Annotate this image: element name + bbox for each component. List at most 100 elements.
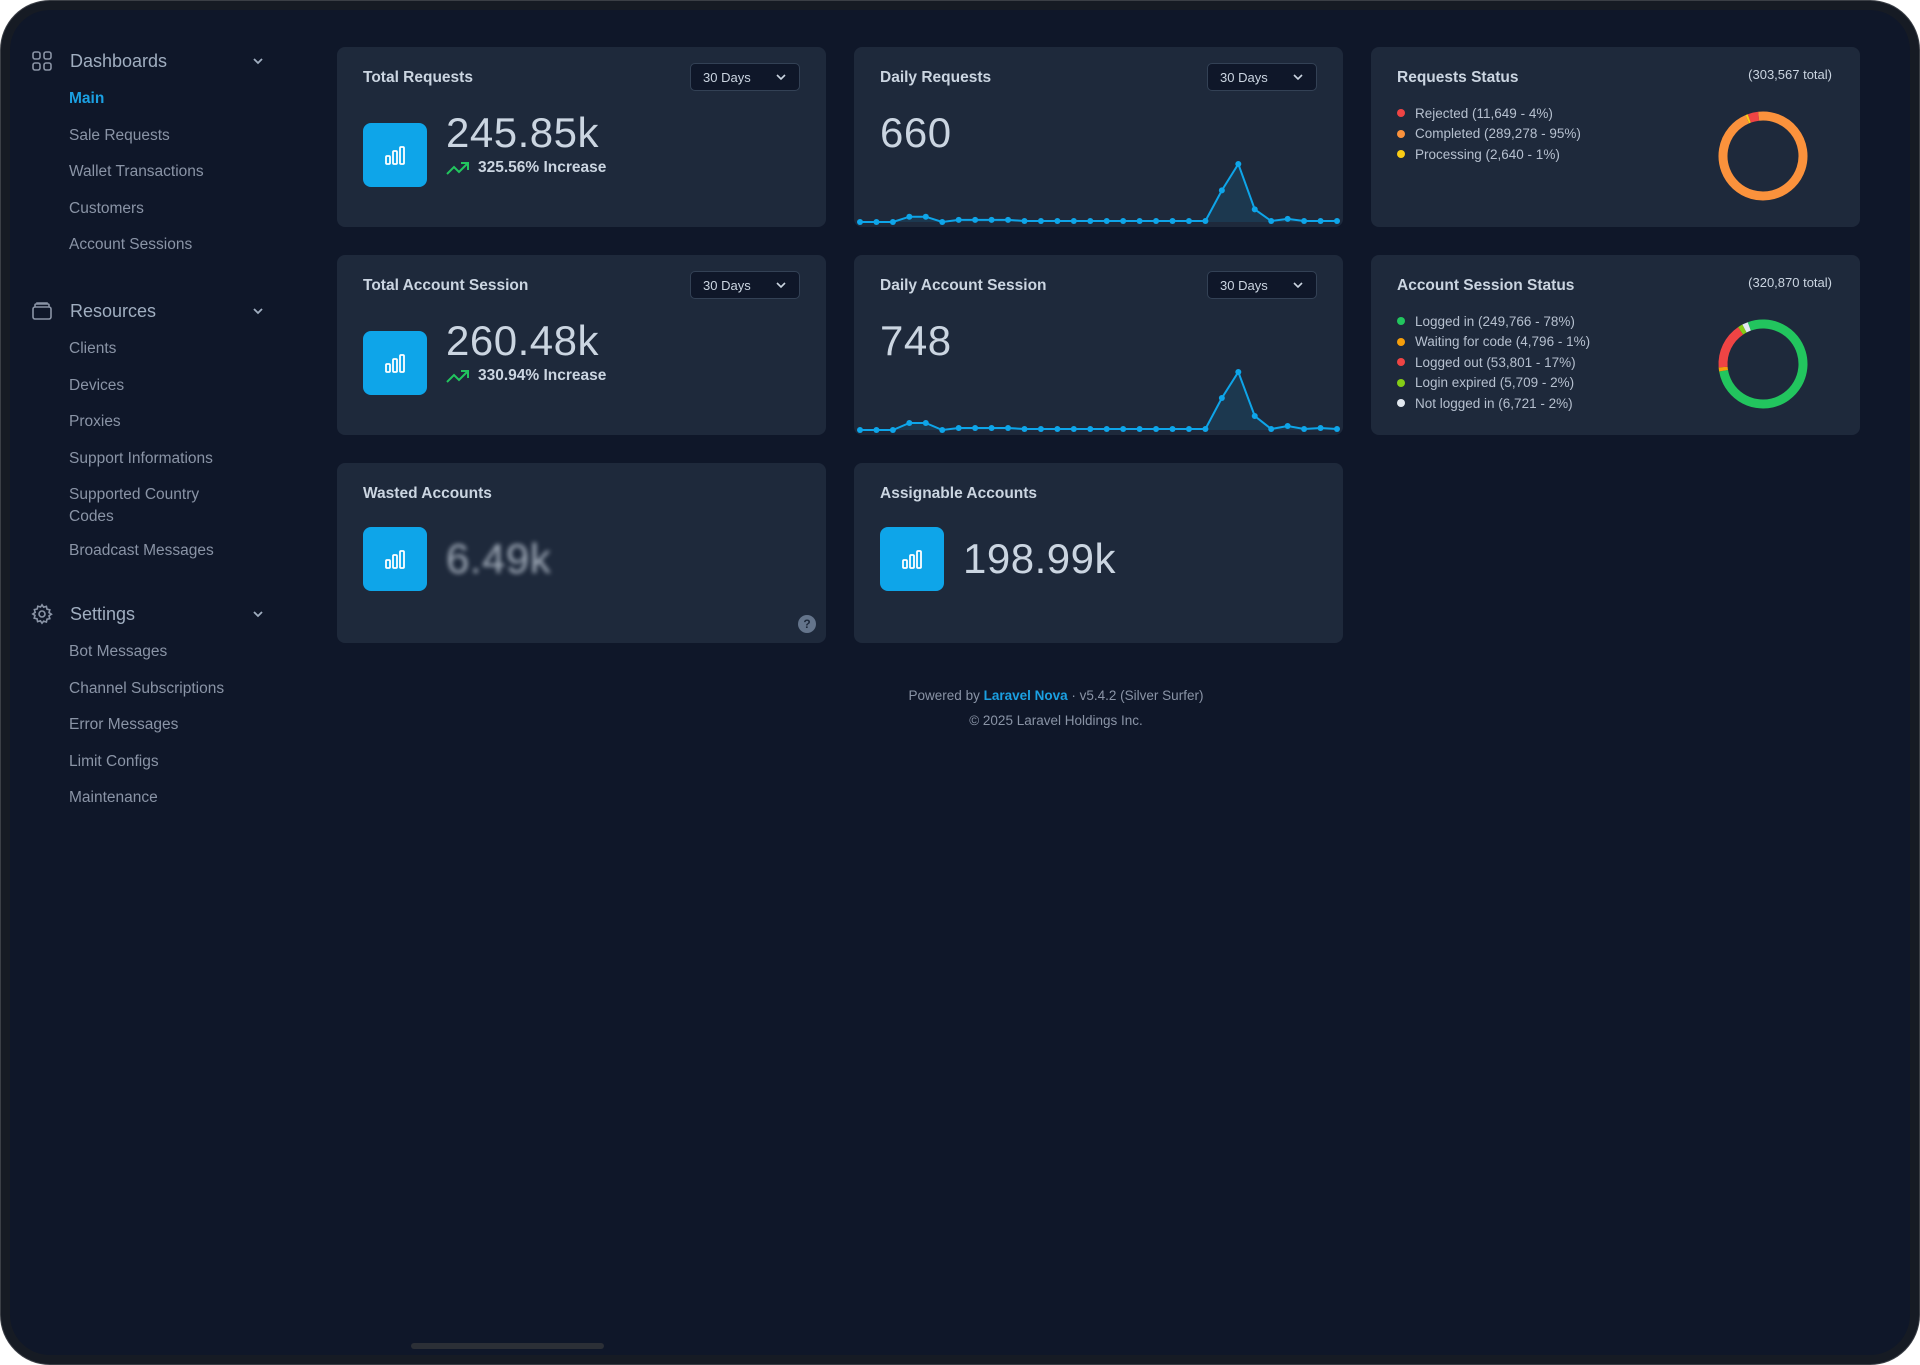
daily-account-session-point[interactable] [1284, 423, 1291, 429]
sidebar-item-account-sessions[interactable]: Account Sessions [69, 236, 193, 253]
daily-requests-point[interactable] [889, 219, 896, 225]
sidebar-header-settings[interactable]: Settings [30, 596, 280, 632]
daily-account-session-point[interactable] [939, 427, 946, 433]
daily-requests-point[interactable] [1136, 217, 1143, 224]
question-circle-icon[interactable]: ? [798, 615, 816, 633]
daily-requests-point[interactable] [1185, 217, 1192, 224]
daily-requests-point[interactable] [1005, 216, 1012, 223]
daily-requests-point[interactable] [922, 213, 929, 220]
daily-requests-point[interactable] [1218, 187, 1225, 194]
account-session-status-slice[interactable] [1719, 319, 1808, 409]
daily-account-session-point[interactable] [922, 420, 929, 426]
daily-account-session-point[interactable] [1251, 413, 1258, 419]
daily-requests-point[interactable] [1317, 217, 1324, 224]
daily-account-session-point[interactable] [1218, 395, 1225, 401]
daily-account-session-point[interactable] [1136, 426, 1143, 432]
legend-label: Logged in (249,766 - 78%) [1415, 313, 1575, 329]
chevron-down-icon[interactable] [248, 604, 268, 624]
daily-requests-point[interactable] [988, 216, 995, 223]
daily-account-session-point[interactable] [1334, 426, 1340, 432]
sidebar-header-dashboards[interactable]: Dashboards [30, 43, 280, 79]
daily-requests-point[interactable] [1070, 217, 1077, 224]
daily-requests-point[interactable] [1334, 217, 1340, 224]
daily-account-session-point[interactable] [1268, 426, 1275, 432]
laravel-nova-link[interactable]: Laravel Nova [983, 688, 1068, 703]
account-session-status-slice[interactable] [1738, 324, 1747, 335]
daily-account-session-point[interactable] [955, 425, 962, 431]
requests-status-slice[interactable] [1745, 114, 1751, 124]
daily-account-session-point[interactable] [1005, 425, 1012, 431]
trend-text: 330.94% Increase [478, 367, 607, 384]
app-window: Dashboards Main Sale Requests Wallet Tra… [10, 10, 1910, 1355]
metric-value: 260.48k [446, 317, 599, 364]
sidebar-item-support-informations[interactable]: Support Informations [69, 449, 213, 467]
daily-account-session-point[interactable] [1037, 426, 1044, 432]
sidebar-item-sale-requests[interactable]: Sale Requests [69, 126, 170, 144]
sidebar-item-error-messages[interactable]: Error Messages [69, 716, 179, 733]
daily-requests-point[interactable] [906, 213, 913, 220]
range-select[interactable]: 30 Days [690, 63, 800, 91]
daily-account-session-point[interactable] [1235, 369, 1242, 375]
sidebar-item-supported-country-codes[interactable]: Supported Country Codes [69, 486, 200, 525]
daily-requests-point[interactable] [1284, 215, 1291, 222]
daily-requests-point[interactable] [1087, 217, 1094, 224]
daily-account-session-point[interactable] [1070, 426, 1077, 432]
chevron-down-icon[interactable] [248, 301, 268, 321]
daily-account-session-point[interactable] [1301, 426, 1308, 432]
daily-account-session-point[interactable] [1120, 426, 1127, 432]
daily-requests-point[interactable] [1268, 217, 1275, 224]
sidebar-item-main[interactable]: Main [69, 90, 105, 107]
daily-requests-point[interactable] [1054, 217, 1061, 224]
range-select[interactable]: 30 Days [690, 271, 800, 299]
daily-requests-point[interactable] [873, 219, 880, 225]
daily-account-session-point[interactable] [972, 425, 979, 431]
daily-account-session-point[interactable] [988, 425, 995, 431]
sidebar-item-limit-configs[interactable]: Limit Configs [69, 752, 159, 770]
chevron-down-icon [1293, 74, 1303, 81]
daily-account-session-point[interactable] [1169, 426, 1176, 432]
daily-requests-point[interactable] [857, 219, 863, 225]
daily-requests-point[interactable] [1235, 161, 1242, 167]
sidebar-item-customers[interactable]: Customers [69, 199, 144, 217]
daily-account-session-point[interactable] [1202, 426, 1209, 432]
daily-requests-point[interactable] [972, 216, 979, 223]
daily-account-session-point[interactable] [1087, 426, 1094, 432]
daily-account-session-point[interactable] [1185, 426, 1192, 432]
sidebar-item-wallet-transactions[interactable]: Wallet Transactions [69, 163, 204, 180]
chevron-down-icon[interactable] [248, 51, 268, 71]
daily-requests-point[interactable] [939, 219, 946, 225]
sidebar-item-proxies[interactable]: Proxies [69, 413, 121, 430]
daily-requests-point[interactable] [1153, 217, 1160, 224]
daily-requests-point[interactable] [1120, 217, 1127, 224]
daily-requests-point[interactable] [1169, 217, 1176, 224]
daily-account-session-point[interactable] [857, 427, 863, 433]
sidebar-item-clients[interactable]: Clients [69, 340, 117, 357]
range-select[interactable]: 30 Days [1207, 63, 1317, 91]
daily-account-session-point[interactable] [1021, 426, 1028, 432]
daily-account-session-point[interactable] [873, 427, 880, 433]
daily-account-session-point[interactable] [1103, 426, 1110, 432]
requests-status-slice[interactable] [1747, 111, 1760, 123]
daily-account-session-point[interactable] [889, 427, 896, 433]
sidebar-item-broadcast-messages[interactable]: Broadcast Messages [69, 542, 214, 559]
daily-account-session-point[interactable] [906, 420, 913, 426]
daily-requests-point[interactable] [1037, 217, 1044, 224]
daily-requests-point[interactable] [1301, 217, 1308, 224]
sidebar-header-resources[interactable]: Resources [30, 293, 280, 329]
daily-account-session-point[interactable] [1054, 426, 1061, 432]
account-session-status-slice[interactable] [1718, 327, 1744, 368]
sidebar-item-devices[interactable]: Devices [69, 376, 125, 394]
daily-requests-point[interactable] [1103, 217, 1110, 224]
daily-account-session-point[interactable] [1153, 426, 1160, 432]
daily-requests-point[interactable] [955, 216, 962, 223]
daily-requests-point[interactable] [1202, 217, 1209, 224]
account-session-status-slice[interactable] [1742, 322, 1751, 333]
sidebar-item-channel-subscriptions[interactable]: Channel Subscriptions [69, 679, 225, 697]
requests-status-slice[interactable] [1718, 111, 1808, 201]
daily-requests-point[interactable] [1251, 206, 1258, 213]
sidebar-item-maintenance[interactable]: Maintenance [69, 789, 158, 806]
range-select[interactable]: 30 Days [1207, 271, 1317, 299]
daily-account-session-point[interactable] [1317, 425, 1324, 431]
daily-requests-point[interactable] [1021, 217, 1028, 224]
sidebar-item-bot-messages[interactable]: Bot Messages [69, 643, 168, 660]
